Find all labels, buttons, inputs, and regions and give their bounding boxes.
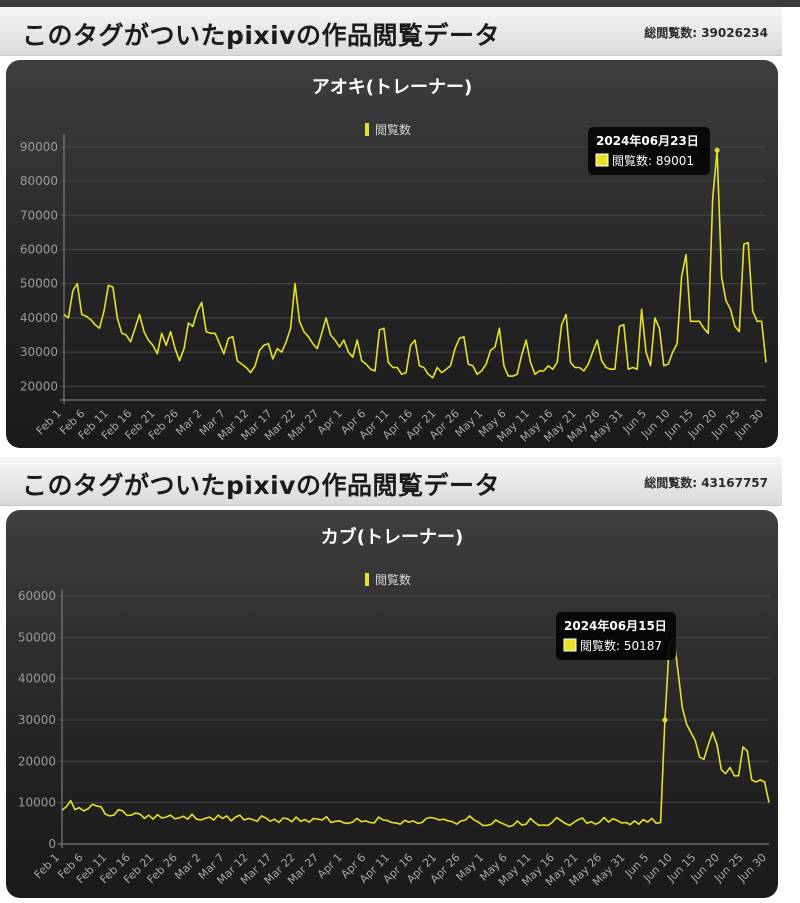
y-tick-label: 20000 [18,754,56,768]
x-tick-label: Apr 1 [315,851,345,881]
legend-swatch [365,123,369,136]
x-tick-label: Mar 2 [172,851,203,882]
tooltip-swatch [563,638,577,652]
tooltip-value: 閲覧数: 89001 [612,153,694,168]
x-tick-label: Feb 1 [34,407,64,437]
chart-title: カブ(トレーナー) [321,526,463,548]
legend-swatch [365,573,369,586]
y-tick-label: 10000 [18,796,56,810]
tooltip-title: 2024年06月15日 [564,618,667,633]
chart-panel: アオキ(トレーナー) 閲覧数 20000 30000 40000 50000 60000 70… [6,60,778,448]
y-tick-label: 30000 [18,713,56,727]
tooltip-value: 閲覧数: 50187 [580,638,662,653]
y-tick-label: 20000 [20,379,58,393]
top-bar [0,0,800,7]
y-tick-label: 50000 [20,277,58,291]
y-tick-label: 90000 [20,140,58,154]
y-tick-label: 0 [48,837,56,851]
x-tick-label: Apr 1 [315,407,345,437]
highlight-point [662,717,668,723]
tooltip-caret [668,630,676,642]
tooltip-box [588,127,710,175]
y-tick-label: 60000 [20,242,58,256]
section-header: このタグがついたpixivの作品閲覧データ 総閲覧数: 43167757 [0,457,782,506]
series-line [61,635,770,828]
x-tick-label: Feb 1 [32,851,62,881]
section-title: このタグがついたpixivの作品閲覧データ [22,21,500,50]
y-tick-label: 30000 [20,345,58,359]
highlight-point [714,147,720,153]
y-tick-label: 80000 [20,174,58,188]
tooltip-box [556,612,676,660]
views-line-chart: カブ(トレーナー) 閲覧数 0 10000 20000 30000 40000 50000 60… [18,526,770,889]
chart-panel: カブ(トレーナー) 閲覧数 0 10000 20000 30000 40000 50000 60… [6,510,778,898]
section-header: このタグがついたpixivの作品閲覧データ 総閲覧数: 39026234 [0,7,782,56]
chart-title: アオキ(トレーナー) [312,77,472,98]
total-views-label: 総閲覧数: 39026234 [644,26,768,40]
total-views-label: 総閲覧数: 43167757 [644,476,768,490]
y-tick-label: 40000 [18,672,56,686]
tooltip-title: 2024年06月23日 [596,133,699,148]
y-tick-label: 50000 [18,630,56,644]
y-tick-label: 70000 [20,208,58,222]
tooltip-swatch [595,153,609,167]
tooltip-caret [702,145,710,157]
series-line [63,149,767,379]
section-title: このタグがついたpixivの作品閲覧データ [22,471,500,500]
views-line-chart: アオキ(トレーナー) 閲覧数 20000 30000 40000 50000 60000 70… [20,77,767,445]
legend-label: 閲覧数 [375,572,411,587]
legend-label: 閲覧数 [375,122,411,137]
y-tick-label: 40000 [20,311,58,325]
y-tick-label: 60000 [18,589,56,603]
